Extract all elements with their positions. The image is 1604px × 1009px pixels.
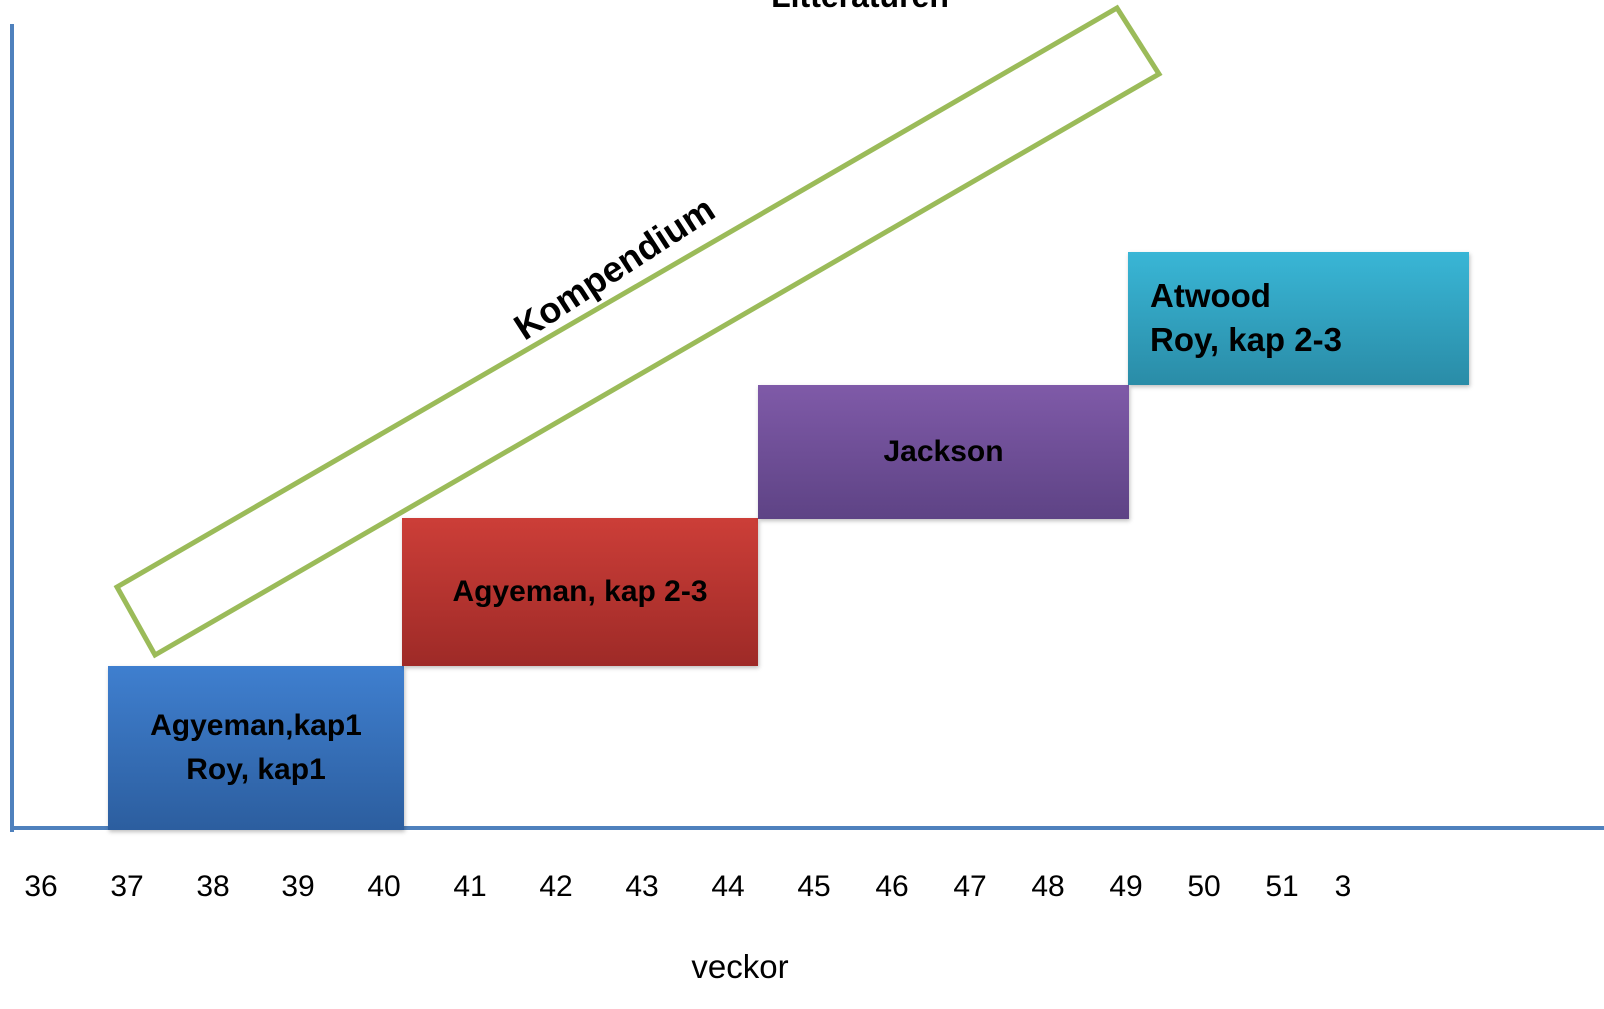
block-jackson: Jackson: [758, 385, 1129, 519]
block-line: Atwood: [1150, 277, 1271, 314]
tick-label: 38: [196, 870, 230, 903]
tick-label: 39: [281, 870, 315, 903]
tick-label: 47: [953, 870, 987, 903]
tick-label: 46: [875, 870, 909, 903]
tick-label: 42: [539, 870, 573, 903]
tick-label: 36: [24, 870, 58, 903]
tick-label: 51: [1265, 870, 1299, 903]
tick-label: 3: [1334, 870, 1352, 903]
block-line: Agyeman, kap 2-3: [452, 575, 708, 608]
block-line: Roy, kap1: [186, 753, 326, 786]
tick-label: 44: [711, 870, 745, 903]
block-agyeman-kap2-3: Agyeman, kap 2-3: [402, 518, 758, 666]
x-axis-label: veckor: [691, 948, 789, 985]
block-agyeman-kap1: Agyeman,kap1 Roy, kap1: [108, 666, 404, 830]
x-axis-line: [14, 826, 1604, 830]
tick-label: 45: [797, 870, 831, 903]
block-atwood-roy: Atwood Roy, kap 2-3: [1128, 252, 1469, 385]
tick-label: 43: [625, 870, 659, 903]
tick-label: 50: [1187, 870, 1221, 903]
tick-label: 49: [1109, 870, 1143, 903]
block-line: Roy, kap 2-3: [1150, 321, 1342, 358]
x-axis-ticks: 36 37 38 39 40 41 42 43 44 45 46 47 48 4…: [0, 870, 1604, 910]
diagram-title: Litteraturen: [640, 0, 1080, 15]
tick-label: 41: [453, 870, 487, 903]
block-line: Jackson: [883, 435, 1004, 468]
y-axis-line: [10, 24, 14, 832]
tick-label: 37: [110, 870, 144, 903]
block-line: Agyeman,kap1: [150, 709, 362, 742]
tick-label: 40: [367, 870, 401, 903]
tick-label: 48: [1031, 870, 1065, 903]
